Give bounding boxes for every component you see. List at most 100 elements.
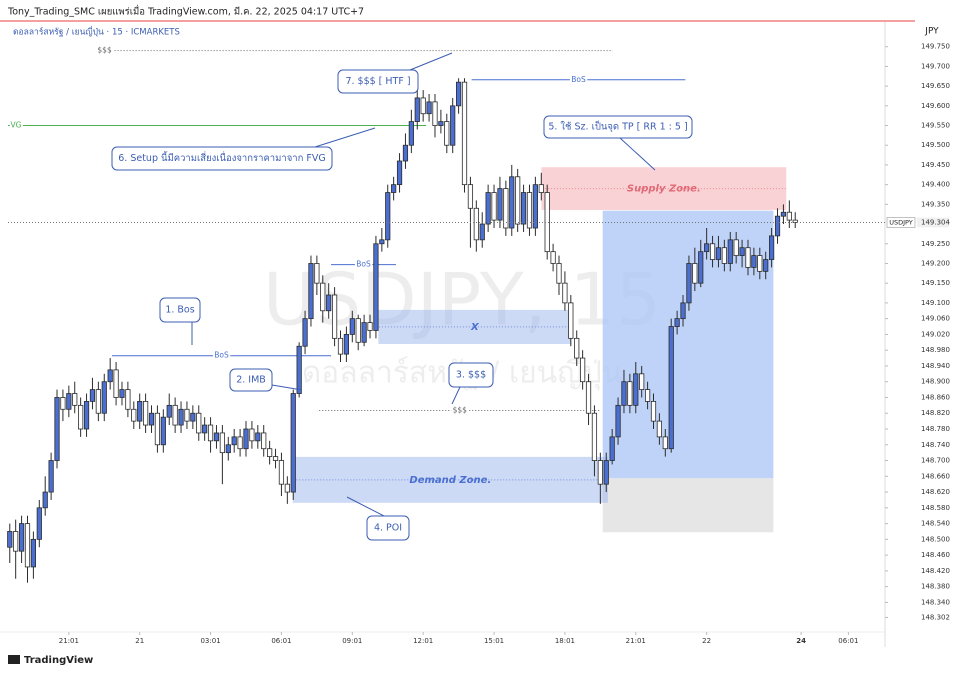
y-tick-label: 148.340: [921, 598, 950, 606]
candle-body: [326, 294, 332, 312]
callout-box: [111, 146, 333, 171]
zone: [541, 167, 787, 210]
y-tick-label: 148.620: [921, 488, 950, 496]
candle-body: [391, 184, 397, 193]
y-tick-label: 149.200: [921, 259, 950, 267]
position-stop: [602, 478, 774, 533]
candle-body: [751, 255, 757, 268]
candle-body: [757, 255, 763, 272]
candle-body: [763, 259, 769, 272]
candle-body: [302, 318, 308, 347]
candle-body: [36, 507, 42, 540]
candle-body: [190, 412, 196, 422]
candle-body: [119, 389, 125, 398]
candle-body: [698, 251, 704, 284]
candle-body: [196, 412, 202, 434]
candle-body: [515, 176, 521, 225]
price-tag-box: [886, 217, 916, 228]
y-tick-label: 148.900: [921, 378, 950, 386]
candle-body: [343, 334, 349, 355]
candle-body: [13, 531, 19, 552]
zone-label: X: [470, 322, 480, 333]
y-tick-label: 149.550: [921, 122, 950, 130]
y-tick-label: 148.380: [921, 583, 950, 591]
candle-body: [379, 239, 385, 245]
y-tick-label: 148.460: [921, 551, 950, 559]
callout-text: 1. Bos: [165, 305, 194, 316]
callout-box: [229, 368, 273, 392]
candle-body: [113, 369, 119, 398]
candle-body: [580, 357, 586, 383]
candle-body: [83, 401, 90, 430]
x-tick-label: 12:01: [413, 637, 433, 645]
level-label: $$$: [97, 46, 112, 55]
candle-body: [402, 144, 409, 162]
y-tick-label: 149.750: [921, 43, 950, 51]
candle-body: [485, 192, 491, 225]
candle-body: [48, 460, 54, 493]
candle-body: [160, 416, 166, 446]
candle-body: [30, 538, 36, 568]
symbol-line: ดอลลาร์สหรัฐ / เยนญี่ปุ่น · 15 · ICMARKE…: [13, 26, 180, 38]
price-tag: USDJPY: [889, 218, 913, 226]
callout-text: 3. $$$: [456, 370, 486, 381]
candle-body: [89, 389, 96, 402]
candle-body: [18, 523, 25, 552]
callout-pointer: [271, 384, 303, 391]
candle-body: [467, 184, 474, 209]
y-tick-label: 148.740: [921, 441, 950, 449]
y-tick-label: 149.700: [921, 62, 950, 70]
candle-body: [178, 408, 184, 426]
candle-body: [532, 184, 538, 229]
candle-body: [243, 428, 249, 450]
candle-body: [597, 460, 603, 485]
y-tick-label: 148.580: [921, 504, 950, 512]
last-price: 149.304: [921, 218, 950, 226]
candle-body: [225, 444, 231, 454]
callout-text: 7. $$$ [ HTF ]: [345, 76, 410, 87]
candle-body: [219, 432, 225, 454]
y-tick-label: 148.780: [921, 425, 950, 433]
brand-logo: [8, 655, 20, 664]
y-tick-label: 148.940: [921, 362, 950, 370]
candle-body: [769, 235, 775, 260]
callout-box: [337, 69, 419, 94]
candle-body: [101, 381, 107, 414]
candle-body: [721, 247, 727, 264]
candle-body: [166, 404, 172, 418]
candle-body: [491, 192, 497, 221]
candle-body: [54, 397, 60, 461]
y-tick-label: 149.100: [921, 299, 950, 307]
candle-body: [709, 243, 716, 260]
callout-pointer: [346, 496, 385, 517]
candle-body: [786, 211, 792, 221]
candle-body: [231, 436, 237, 446]
candle-body: [314, 263, 320, 284]
candle-body: [792, 219, 798, 223]
candle-body: [550, 251, 556, 264]
candle-body: [479, 223, 485, 241]
y-tick-label: 149.150: [921, 279, 950, 287]
candle-body: [78, 404, 84, 430]
zone-label: Supply Zone.: [627, 184, 701, 195]
candle-body: [414, 97, 420, 122]
y-tick-label: 149.060: [921, 315, 950, 323]
candle-body: [633, 373, 639, 406]
candle-body: [308, 263, 314, 320]
candle-body: [267, 448, 273, 457]
callout-box: [159, 297, 201, 323]
callout-text: 6. Setup นี้มีความเสี่ยงเนื่องจากราคามาจ…: [118, 151, 326, 164]
candle-body: [432, 101, 438, 126]
candle-body: [66, 393, 72, 410]
candle-body: [562, 282, 568, 304]
y-tick-label: 149.500: [921, 141, 950, 149]
y-tick-label: 149.350: [921, 200, 950, 208]
y-tick-label: 148.302: [921, 613, 950, 621]
candle-body: [261, 432, 267, 450]
candle-body: [621, 381, 627, 406]
candle-body: [213, 432, 220, 442]
candle-body: [456, 81, 462, 107]
y-tick-label: 149.400: [921, 181, 950, 189]
callout-box: [448, 362, 494, 388]
candle-body: [337, 337, 344, 355]
